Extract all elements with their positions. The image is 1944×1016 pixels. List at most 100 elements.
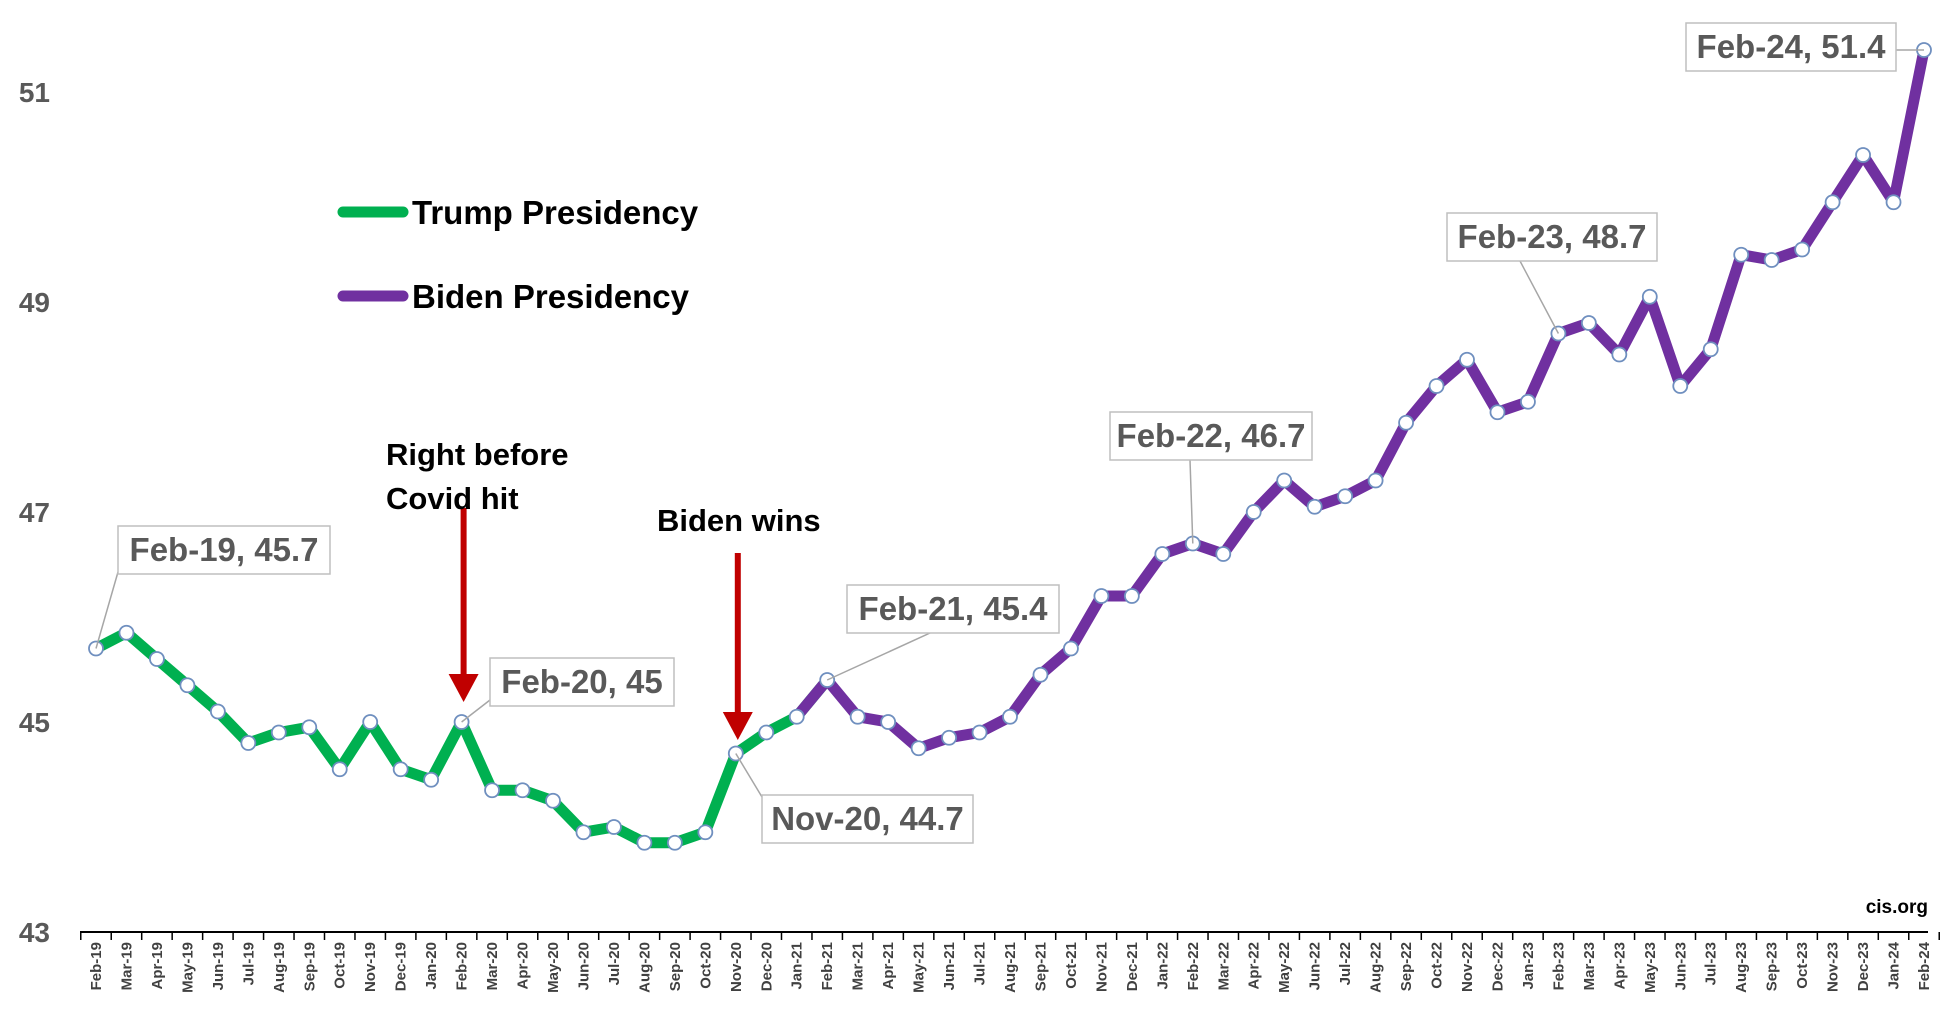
x-tick-label: Jul-21 xyxy=(972,942,989,985)
data-point xyxy=(1702,341,1719,358)
x-tick-label: May-22 xyxy=(1276,942,1293,993)
data-point xyxy=(575,824,592,841)
data-point xyxy=(1245,504,1262,520)
x-tick-label: Nov-23 xyxy=(1825,942,1842,992)
data-point xyxy=(1032,666,1049,683)
data-point xyxy=(1398,414,1414,431)
data-point xyxy=(545,792,561,809)
data-point xyxy=(149,651,165,667)
data-point xyxy=(788,708,805,725)
x-tick-label: Nov-19 xyxy=(362,942,379,992)
data-point xyxy=(301,719,318,736)
callout-label: Feb-19, 45.7 xyxy=(130,531,319,568)
data-point xyxy=(1459,351,1475,368)
data-point xyxy=(1855,147,1871,163)
data-point xyxy=(1337,488,1354,505)
data-point xyxy=(392,761,409,778)
data-point xyxy=(1520,393,1536,410)
x-tick-label: Jun-23 xyxy=(1672,942,1689,990)
data-point xyxy=(1428,378,1445,394)
data-point xyxy=(849,708,866,725)
data-point xyxy=(1093,588,1110,604)
x-tick-label: Dec-19 xyxy=(393,942,410,991)
x-tick-label: May-21 xyxy=(911,942,928,993)
data-point xyxy=(697,824,714,841)
x-tick-label: Oct-19 xyxy=(332,942,349,989)
data-point xyxy=(1367,472,1384,489)
x-tick-label: Jul-22 xyxy=(1337,942,1354,985)
x-tick-label: Feb-19 xyxy=(88,942,105,990)
x-tick-label: Mar-19 xyxy=(118,942,135,990)
y-tick-label: 49 xyxy=(19,287,50,318)
x-tick-label: Mar-23 xyxy=(1581,942,1598,990)
x-tick-label: Apr-19 xyxy=(149,942,166,990)
data-point xyxy=(423,771,440,788)
x-tick-label: Nov-21 xyxy=(1093,942,1110,992)
data-point xyxy=(484,782,500,799)
data-point xyxy=(1733,246,1750,263)
x-tick-label: Jan-23 xyxy=(1520,942,1537,990)
x-tick-label: Dec-20 xyxy=(758,942,775,991)
x-tick-label: Jun-19 xyxy=(210,942,227,990)
data-point xyxy=(1824,194,1841,211)
x-axis-ticks: Feb-19 Mar-19 Apr-19 May-19 Jun-19 Jul-19 Aug-… xyxy=(88,941,1933,993)
x-tick-label: May-19 xyxy=(179,942,196,993)
data-point xyxy=(1489,404,1506,421)
x-tick-label: Dec-22 xyxy=(1489,942,1506,991)
data-point xyxy=(1306,498,1323,515)
x-tick-label: Dec-23 xyxy=(1855,942,1872,991)
data-point xyxy=(1123,588,1140,604)
x-tick-label: Aug-23 xyxy=(1733,942,1750,993)
data-point xyxy=(1611,346,1628,363)
callout-box xyxy=(489,657,675,707)
x-tick-label: Jan-24 xyxy=(1886,941,1903,989)
x-tick-label: Nov-22 xyxy=(1459,942,1476,992)
x-tick-label: Oct-23 xyxy=(1794,942,1811,989)
y-tick-label: 47 xyxy=(19,497,50,528)
data-point xyxy=(606,819,622,835)
data-point xyxy=(910,740,927,757)
data-point xyxy=(209,703,226,720)
x-tick-label: Sep-22 xyxy=(1398,942,1415,991)
x-tick-label: Jan-21 xyxy=(789,942,806,990)
x-tick-label: Apr-20 xyxy=(515,942,532,990)
data-point xyxy=(971,724,988,741)
x-tick-label: Aug-22 xyxy=(1368,942,1385,993)
x-tick-label: Jul-23 xyxy=(1703,942,1720,985)
source-label: cis.org xyxy=(1866,897,1928,918)
data-point xyxy=(1276,472,1293,489)
callout-box xyxy=(761,794,974,844)
data-point xyxy=(1672,378,1689,394)
x-tick-label: Oct-20 xyxy=(697,942,714,989)
callout-box xyxy=(117,525,331,575)
y-axis-ticks: 43 45 47 49 51 xyxy=(19,77,50,948)
callout-leader-line xyxy=(95,571,119,649)
x-tick-label: Jan-22 xyxy=(1154,942,1171,990)
x-tick-label: Apr-22 xyxy=(1246,942,1263,990)
x-tick-label: Feb-24 xyxy=(1916,941,1933,990)
callout-label: Feb-24, 51.4 xyxy=(1697,28,1887,65)
y-tick-label: 51 xyxy=(19,77,50,108)
x-tick-label: Feb-23 xyxy=(1550,942,1567,990)
y-tick-label: 45 xyxy=(19,707,50,738)
x-tick-label: Nov-20 xyxy=(728,942,745,992)
x-tick-label: Aug-21 xyxy=(1002,942,1019,993)
data-point xyxy=(1154,546,1171,562)
callout-leader-line xyxy=(826,632,931,681)
x-tick-label: Jan-20 xyxy=(423,942,440,990)
annotation-text: Biden wins xyxy=(657,503,821,538)
data-point xyxy=(1763,252,1780,268)
x-tick-label: May-23 xyxy=(1642,942,1659,993)
callout-leader-line xyxy=(1189,459,1194,544)
x-tick-label: Mar-20 xyxy=(484,942,501,990)
callout-box xyxy=(1446,212,1658,262)
annotation-arrow-head xyxy=(448,674,479,702)
data-point xyxy=(514,782,531,799)
data-point xyxy=(1215,546,1232,562)
data-point xyxy=(1794,241,1811,258)
x-tick-label: Apr-23 xyxy=(1611,942,1628,990)
x-tick-label: Jun-21 xyxy=(941,942,958,990)
x-tick-label: Sep-19 xyxy=(301,942,318,991)
series-line xyxy=(791,44,1930,754)
x-tick-label: Dec-21 xyxy=(1124,942,1141,991)
